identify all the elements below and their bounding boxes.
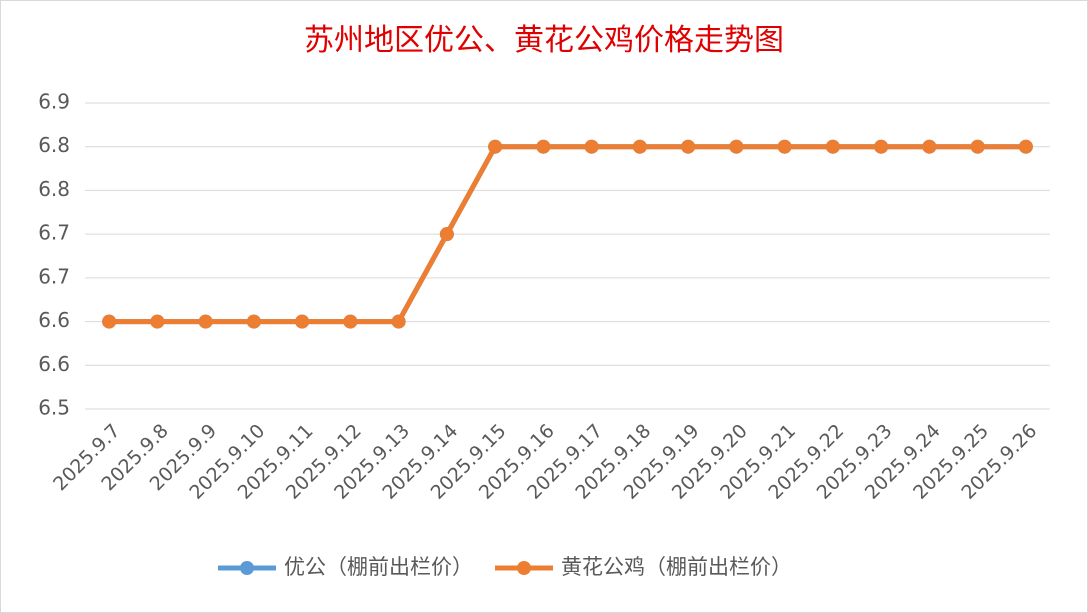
- point: [488, 139, 503, 154]
- point: [632, 139, 647, 154]
- point: [150, 314, 165, 329]
- point: [681, 139, 696, 154]
- y-tick-label: 6.5: [38, 396, 70, 420]
- y-tick-label: 6.6: [38, 352, 70, 376]
- point: [343, 314, 358, 329]
- legend-label: 黄花公鸡（棚前出栏价）: [561, 555, 792, 579]
- point: [1018, 139, 1033, 154]
- y-tick-label: 6.7: [38, 264, 70, 288]
- legend-marker: [517, 561, 531, 575]
- point: [198, 314, 213, 329]
- chart-title: 苏州地区优公、黄花公鸡价格走势图: [304, 23, 784, 58]
- point: [295, 314, 310, 329]
- point: [825, 139, 840, 154]
- point: [874, 139, 889, 154]
- point: [584, 139, 599, 154]
- y-tick-label: 6.9: [38, 90, 70, 114]
- point: [536, 139, 551, 154]
- point: [777, 139, 792, 154]
- y-tick-label: 6.7: [38, 221, 70, 245]
- point: [922, 139, 937, 154]
- y-tick-label: 6.6: [38, 308, 70, 332]
- series-line: [109, 144, 1026, 325]
- legend-marker: [240, 561, 254, 575]
- point: [246, 314, 261, 329]
- point: [729, 139, 744, 154]
- y-tick-label: 6.8: [38, 133, 70, 157]
- y-tick-label: 6.8: [38, 177, 70, 201]
- point: [102, 314, 117, 329]
- point: [391, 314, 406, 329]
- point: [970, 139, 985, 154]
- legend-label: 优公（棚前出栏价）: [284, 555, 473, 579]
- point: [439, 227, 454, 242]
